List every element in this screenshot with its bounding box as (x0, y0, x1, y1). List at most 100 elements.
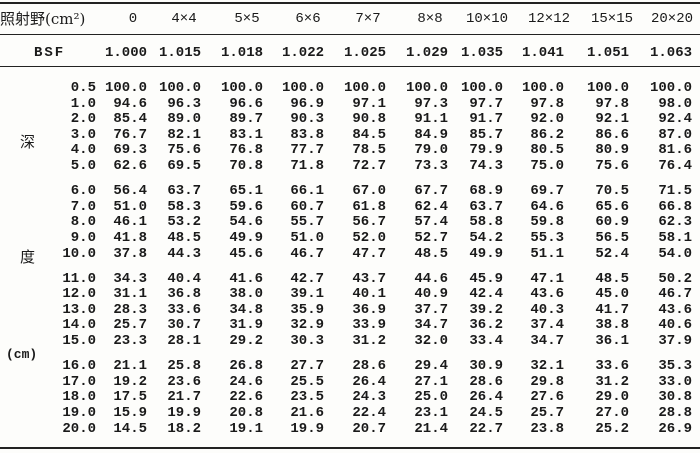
dose-value: 41.7 (595, 301, 629, 318)
depth-label-char1: 深 (20, 133, 36, 151)
dose-value: 96.6 (229, 95, 263, 112)
bsf-value: 1.063 (649, 45, 692, 61)
dose-value: 71.5 (658, 183, 692, 200)
dose-value: 67.7 (414, 183, 448, 200)
dose-value: 44.6 (414, 270, 448, 287)
dose-value: 91.7 (469, 111, 503, 128)
depth-value: 5.0 (70, 158, 96, 174)
dose-value: 76.7 (113, 126, 147, 143)
dose-value: 82.1 (167, 126, 201, 143)
dose-value: 100.0 (104, 80, 147, 96)
bsf-label: BSF (34, 45, 66, 61)
dose-value: 29.2 (229, 333, 263, 349)
dose-value: 36.8 (167, 286, 201, 303)
dose-value: 51.1 (530, 245, 564, 262)
bsf-value: 1.041 (521, 45, 564, 61)
dose-value: 83.8 (290, 126, 324, 143)
dose-value: 24.5 (469, 404, 503, 421)
dose-value: 37.7 (414, 301, 448, 318)
dose-value: 91.1 (414, 111, 448, 128)
dose-value: 84.9 (414, 126, 448, 143)
dose-value: 36.9 (352, 301, 386, 318)
dose-value: 45.9 (469, 270, 503, 287)
dose-value: 86.6 (595, 126, 629, 143)
depth-label-char2: 度 (20, 248, 36, 266)
depth-value: 0.5 (70, 80, 96, 96)
dose-value: 76.8 (229, 142, 263, 159)
dose-value: 70.5 (595, 183, 629, 200)
depth-value: 12.0 (62, 286, 96, 303)
dose-value: 25.0 (414, 389, 448, 406)
dose-value: 14.5 (113, 420, 147, 437)
dose-value: 62.3 (658, 214, 692, 231)
dose-value: 65.1 (229, 183, 263, 200)
dose-value: 92.0 (530, 111, 564, 128)
dose-value: 38.0 (229, 286, 263, 303)
dose-value: 30.8 (658, 389, 692, 406)
dose-value: 26.8 (229, 358, 263, 375)
bsf-value: 1.029 (405, 45, 448, 61)
dose-value: 19.1 (229, 420, 263, 437)
dose-value: 28.3 (113, 301, 147, 318)
dose-value: 96.9 (290, 95, 324, 112)
top-rule (0, 2, 700, 4)
dose-value: 45.6 (229, 245, 263, 262)
dose-value: 52.4 (595, 245, 629, 262)
dose-value: 76.4 (658, 158, 692, 174)
dose-value: 44.3 (167, 245, 201, 262)
column-header: 10×10 (465, 11, 508, 27)
depth-value: 4.0 (70, 142, 96, 159)
dose-value: 100.0 (343, 80, 386, 96)
depth-value: 6.0 (70, 183, 96, 200)
dose-value: 27.0 (595, 404, 629, 421)
dose-value: 100.0 (220, 80, 263, 96)
dose-value: 42.7 (290, 270, 324, 287)
dose-value: 72.7 (352, 158, 386, 174)
dose-value: 90.3 (290, 111, 324, 128)
column-header: 6×6 (295, 11, 321, 27)
dose-value: 62.4 (414, 198, 448, 215)
dose-value: 40.9 (414, 286, 448, 303)
column-header: 4×4 (171, 11, 197, 27)
dose-value: 33.9 (352, 317, 386, 334)
dose-value: 22.6 (229, 389, 263, 406)
column-header: 15×15 (590, 11, 633, 27)
dose-value: 39.1 (290, 286, 324, 303)
dose-value: 64.6 (530, 198, 564, 215)
dose-value: 49.9 (469, 245, 503, 262)
dose-value: 28.8 (658, 404, 692, 421)
dose-value: 97.3 (414, 95, 448, 112)
dose-value: 32.0 (414, 333, 448, 349)
dose-value: 97.1 (352, 95, 386, 112)
dose-value: 92.1 (595, 111, 629, 128)
dose-value: 36.2 (469, 317, 503, 334)
dose-value: 58.8 (469, 214, 503, 231)
bsf-value: 1.022 (281, 45, 324, 61)
dose-value: 54.0 (658, 245, 692, 262)
dose-value: 49.9 (229, 229, 263, 246)
dose-value: 89.0 (167, 111, 201, 128)
dose-value: 32.1 (530, 358, 564, 375)
dose-value: 56.5 (595, 229, 629, 246)
dose-value: 19.2 (113, 373, 147, 390)
dose-value: 25.5 (290, 373, 324, 390)
dose-value: 71.8 (290, 158, 324, 174)
dose-value: 92.4 (658, 111, 692, 128)
dose-value: 59.8 (530, 214, 564, 231)
dose-value: 47.1 (530, 270, 564, 287)
dose-value: 79.9 (469, 142, 503, 159)
dose-value: 31.2 (595, 373, 629, 390)
dose-value: 80.9 (595, 142, 629, 159)
dose-value: 34.3 (113, 270, 147, 287)
dose-value: 30.9 (469, 358, 503, 375)
dose-value: 20.8 (229, 404, 263, 421)
column-header: 5×5 (234, 11, 260, 27)
dose-value: 50.2 (658, 270, 692, 287)
dose-value: 40.4 (167, 270, 201, 287)
dose-value: 27.7 (290, 358, 324, 375)
dose-value: 23.8 (530, 420, 564, 437)
dose-value: 36.1 (595, 333, 629, 349)
dose-value: 60.7 (290, 198, 324, 215)
column-header: 0 (128, 11, 138, 27)
dose-value: 97.8 (530, 95, 564, 112)
